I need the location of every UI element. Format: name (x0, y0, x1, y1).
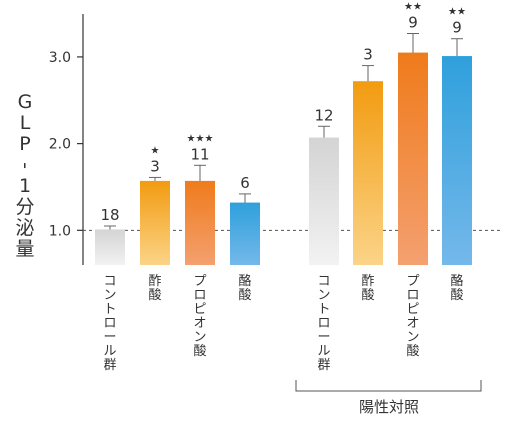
category-label: 酪酸 (450, 273, 463, 303)
sample-size-label: 9 (452, 19, 462, 37)
y-axis-label-char: 分 (15, 196, 35, 218)
y-axis-label-char: 1 (18, 175, 32, 197)
bar (230, 202, 260, 265)
significance-stars: ★★ (448, 7, 466, 18)
group-label: 陽性対照 (359, 398, 419, 416)
bar (442, 56, 472, 265)
sample-size-label: 9 (408, 14, 418, 32)
sample-size-label: 3 (150, 157, 160, 175)
bar (309, 137, 339, 265)
y-axis-label-char: L (19, 112, 31, 134)
significance-stars: ★★★ (187, 133, 214, 144)
category-label: 酪酸 (238, 273, 251, 303)
bar (95, 229, 125, 265)
significance-stars: ★★ (404, 2, 422, 13)
category-label: プロピオン酸 (406, 274, 419, 359)
y-tick-label: 3.0 (49, 50, 71, 66)
category-label: 酢酸 (148, 274, 161, 303)
sample-size-label: 18 (100, 206, 119, 224)
y-axis-label-char: 量 (15, 238, 35, 260)
category-label: コントロール群 (103, 274, 116, 373)
y-axis-label-char: G (17, 91, 33, 113)
sample-size-label: 6 (240, 174, 250, 192)
sample-size-label: 3 (363, 46, 373, 64)
group-bracket (295, 380, 482, 392)
y-tick-label: 1.0 (49, 223, 71, 239)
category-label: 酢酸 (361, 274, 374, 303)
category-label: コントロール群 (317, 274, 330, 373)
y-axis-label-char: 泌 (15, 217, 35, 239)
sample-size-label: 11 (190, 145, 209, 163)
y-tick-label: 2.0 (49, 137, 71, 153)
category-label: プロピオン酸 (193, 274, 206, 359)
bar (140, 180, 170, 265)
bar (353, 81, 383, 265)
sample-size-label: 12 (314, 106, 333, 124)
bar (185, 180, 215, 265)
y-axis-label-char: P (19, 133, 31, 155)
bar (398, 52, 428, 266)
significance-stars: ★ (151, 145, 160, 156)
